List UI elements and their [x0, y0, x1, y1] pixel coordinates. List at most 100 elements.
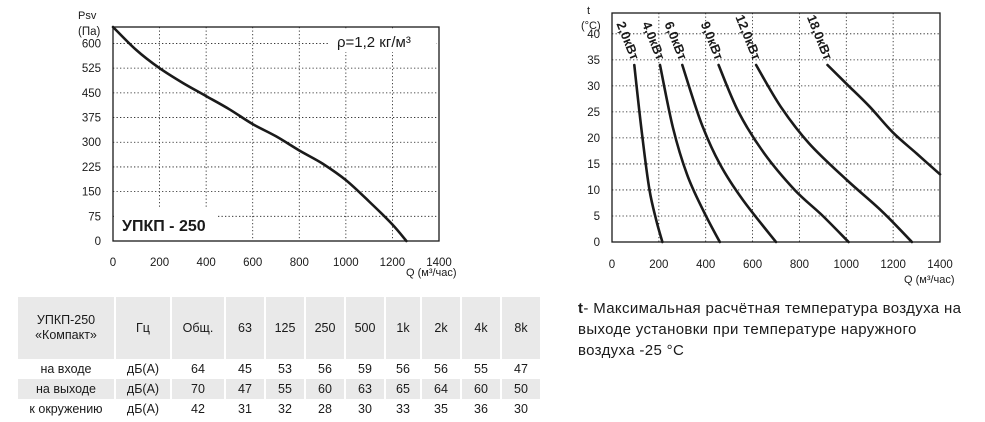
table-cell: 47	[226, 379, 266, 399]
table-header-cell: 8k	[502, 297, 542, 359]
table-cell: на выходе	[18, 379, 116, 399]
temperature-curves	[633, 63, 942, 244]
pressure-y-ticks: 0 75 150 225 300 375 450 525 600	[82, 38, 101, 248]
table-cell: 65	[386, 379, 422, 399]
pressure-y-tick-label: 525	[82, 63, 101, 75]
table-header-cell: 1k	[386, 297, 422, 359]
temperature-x-ticks: 0 200 400 600 800 1000 1200 1400	[609, 259, 953, 271]
pressure-y-tick-label: 600	[82, 38, 101, 50]
model-label: УПКП - 250	[122, 218, 206, 235]
temperature-ylabel-top: t	[587, 5, 590, 17]
table-cell: 60	[462, 379, 502, 399]
table-header-cell: 125	[266, 297, 306, 359]
pressure-x-ticks: 0 200 400 600 800 1000 1200 1400	[110, 257, 452, 269]
temperature-curve	[717, 63, 850, 244]
table-cell: 35	[422, 399, 462, 419]
pressure-y-tick-label: 450	[82, 88, 101, 100]
table-cell: 55	[462, 359, 502, 379]
temperature-y-tick-label: 10	[587, 185, 600, 197]
pressure-chart: 0 75 150 225 300 375 450 525 600 0 200 400 600 800 10…	[78, 10, 457, 279]
pressure-y-tick-label: 300	[82, 137, 101, 149]
table-header-cell: 4k	[462, 297, 502, 359]
table-cell: 56	[306, 359, 346, 379]
table-header-cell: Общ.	[172, 297, 226, 359]
table-cell: дБ(А)	[116, 359, 172, 379]
table-row: к окружению дБ(А) 42 31 32 28 30 33 35 3…	[18, 399, 542, 419]
table-cell: 56	[422, 359, 462, 379]
temperature-curve	[826, 63, 942, 176]
table-row: на выходе дБ(А) 70 47 55 60 63 65 64 60 …	[18, 379, 542, 399]
temperature-curve-label: 2,0кВт	[613, 19, 642, 62]
temperature-y-ticks: 0 5 10 15 20 25 30 35 40	[587, 29, 600, 249]
pressure-y-tick-label: 150	[82, 187, 101, 199]
table-cell: на входе	[18, 359, 116, 379]
table-header-cell: 500	[346, 297, 386, 359]
pressure-grid	[113, 27, 439, 241]
temperature-y-tick-label: 25	[587, 107, 600, 119]
pressure-x-tick-label: 1000	[333, 257, 359, 269]
table-header-row: УПКП-250 «Компакт» Гц Общ. 63 125 250 500…	[18, 297, 542, 359]
table-cell: 56	[386, 359, 422, 379]
temperature-note: t- Максимальная расчётная температура во…	[578, 298, 978, 361]
pressure-y-tick-label: 75	[88, 211, 101, 223]
table-cell: 33	[386, 399, 422, 419]
table-cell: 64	[422, 379, 462, 399]
table-cell: 59	[346, 359, 386, 379]
note-text: - Максимальная расчётная температура воз…	[578, 300, 962, 359]
table-cell: 45	[226, 359, 266, 379]
model-label-bg	[114, 209, 216, 240]
temperature-curve	[754, 63, 914, 244]
table-cell: 70	[172, 379, 226, 399]
temperature-x-tick-label: 600	[743, 259, 762, 271]
temperature-y-tick-label: 30	[587, 81, 600, 93]
table-cell: 28	[306, 399, 346, 419]
table-cell: 31	[226, 399, 266, 419]
pressure-y-tick-label: 225	[82, 162, 101, 174]
table-row: на входе дБ(А) 64 45 53 56 59 56 56 55 4…	[18, 359, 542, 379]
table-cell: 30	[346, 399, 386, 419]
temperature-y-tick-label: 20	[587, 133, 600, 145]
temperature-x-tick-label: 400	[696, 259, 715, 271]
noise-table: УПКП-250 «Компакт» Гц Общ. 63 125 250 500…	[18, 297, 542, 419]
table-cell: 53	[266, 359, 306, 379]
pressure-xlabel: Q (м³/час)	[406, 267, 457, 279]
table-cell: дБ(А)	[116, 379, 172, 399]
pressure-ylabel-top: Psv	[78, 10, 97, 22]
temperature-chart: 0 5 10 15 20 25 30 35 40 0 200 400 600 800 1000 1200 14…	[581, 5, 955, 286]
temperature-curve	[658, 63, 722, 244]
temperature-curve	[633, 63, 664, 244]
temperature-curve-label: 9,0кВт	[698, 19, 727, 62]
temperature-x-tick-label: 1000	[833, 259, 859, 271]
table-header-cell: Гц	[116, 297, 172, 359]
pressure-x-tick-label: 600	[243, 257, 262, 269]
pressure-x-tick-label: 0	[110, 257, 116, 269]
temperature-ylabel-unit: (°C)	[581, 20, 601, 32]
table-header-model-text: УПКП-250 «Компакт»	[35, 313, 97, 342]
table-cell: 55	[266, 379, 306, 399]
temperature-curve-label: 18,0кВт	[804, 13, 836, 63]
pressure-x-tick-label: 400	[197, 257, 216, 269]
pressure-x-tick-label: 200	[150, 257, 169, 269]
temperature-x-tick-label: 800	[790, 259, 809, 271]
density-label-bg	[330, 30, 436, 52]
table-header-cell: 2k	[422, 297, 462, 359]
table-cell: 64	[172, 359, 226, 379]
temperature-y-tick-label: 40	[587, 29, 600, 41]
temperature-y-tick-label: 15	[587, 159, 600, 171]
temperature-y-tick-label: 0	[594, 237, 600, 249]
table-cell: 42	[172, 399, 226, 419]
pressure-x-tick-label: 800	[290, 257, 309, 269]
table-cell: 47	[502, 359, 542, 379]
table-header-model: УПКП-250 «Компакт»	[18, 297, 116, 359]
pressure-curve	[111, 25, 408, 243]
table-cell: 60	[306, 379, 346, 399]
temperature-curve	[681, 63, 778, 244]
pressure-x-tick-label: 1200	[380, 257, 406, 269]
temperature-curve-label: 12,0кВт	[733, 13, 765, 63]
temperature-x-tick-label: 1400	[927, 259, 953, 271]
table-header-cell: 250	[306, 297, 346, 359]
table-cell: 63	[346, 379, 386, 399]
temperature-x-tick-label: 200	[649, 259, 668, 271]
table-cell: 32	[266, 399, 306, 419]
temperature-x-tick-label: 1200	[880, 259, 906, 271]
